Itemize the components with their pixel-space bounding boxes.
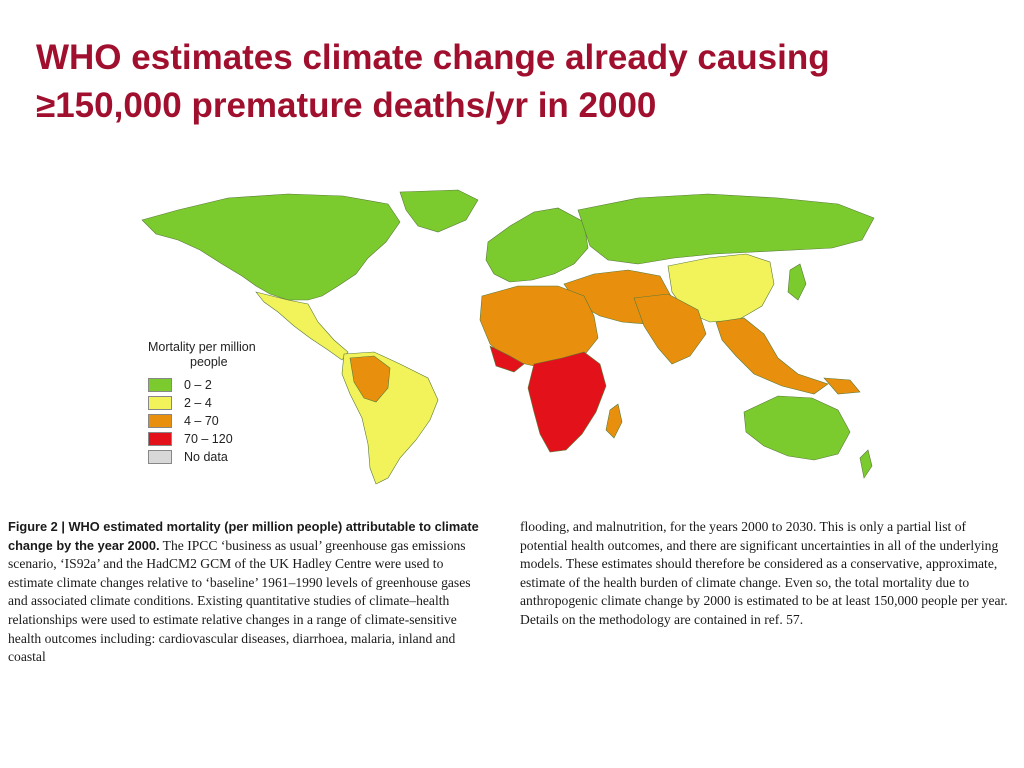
legend-swatch <box>148 414 172 428</box>
legend-swatch <box>148 450 172 464</box>
legend-item: 4 – 70 <box>148 412 288 430</box>
region-europe <box>485 207 589 283</box>
legend-label: 2 – 4 <box>184 396 212 410</box>
legend-item: No data <box>148 448 288 466</box>
caption-left-column: Figure 2 | WHO estimated mortality (per … <box>8 518 492 667</box>
title-line-2: ≥150,000 premature deaths/yr in 2000 <box>36 86 657 125</box>
region-australia <box>743 395 851 461</box>
figure-label: Figure 2 | WHO estimated mortality (per … <box>8 519 479 553</box>
legend-swatch <box>148 396 172 410</box>
title-line-1: WHO estimates climate change already cau… <box>36 38 830 77</box>
region-russia <box>577 193 875 265</box>
legend-item: 0 – 2 <box>148 376 288 394</box>
legend-title-line-1: Mortality per million <box>148 340 256 354</box>
region-north-america <box>141 193 401 301</box>
legend-label: 70 – 120 <box>184 432 233 446</box>
region-central-america <box>255 291 349 361</box>
region-southeast-asia <box>715 317 829 395</box>
caption-right-text: flooding, and malnutrition, for the year… <box>520 519 1008 627</box>
caption-left-text: The IPCC ‘business as usual’ greenhouse … <box>8 537 471 665</box>
region-new-zealand <box>859 449 873 479</box>
legend-items: 0 – 2 2 – 4 4 – 70 70 – 120 No data <box>148 376 288 466</box>
region-papua <box>823 377 861 395</box>
region-japan <box>787 263 807 301</box>
legend-title: Mortality per million people <box>148 340 288 370</box>
map-legend: Mortality per million people 0 – 2 2 – 4 4… <box>148 340 288 466</box>
region-south-asia <box>633 293 707 365</box>
world-mortality-map <box>141 189 875 485</box>
region-greenland <box>399 189 479 233</box>
region-west-africa-red <box>489 345 525 373</box>
legend-swatch <box>148 378 172 392</box>
legend-label: 0 – 2 <box>184 378 212 392</box>
region-andes <box>349 355 391 403</box>
region-madagascar <box>605 403 623 439</box>
legend-item: 2 – 4 <box>148 394 288 412</box>
slide-title: WHO estimates climate change already cau… <box>36 34 996 130</box>
legend-label: 4 – 70 <box>184 414 219 428</box>
caption-right-column: flooding, and malnutrition, for the year… <box>520 518 1012 630</box>
region-sub-saharan-africa <box>527 351 607 453</box>
legend-label: No data <box>184 450 228 464</box>
legend-swatch <box>148 432 172 446</box>
legend-item: 70 – 120 <box>148 430 288 448</box>
legend-title-line-2: people <box>190 355 228 369</box>
